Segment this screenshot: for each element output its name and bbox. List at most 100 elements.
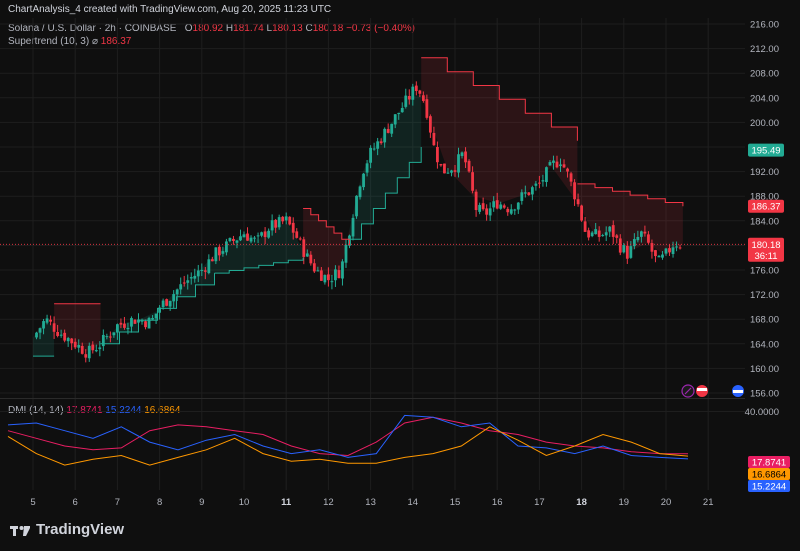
candle-body [372,148,376,150]
candle-body [56,331,60,336]
time-tick-label: 8 [157,497,162,508]
chart-caption: ChartAnalysis_4 created with TradingView… [8,4,332,15]
candle-body [165,299,169,306]
price-tick-label: 168.00 [750,315,779,326]
high-label: H [225,23,234,34]
candle-body [334,269,337,281]
supertrend-area [54,303,101,351]
supertrend-line [214,257,304,274]
candle-body [523,192,527,194]
candle-body [263,231,267,238]
candle-body [116,324,119,333]
time-tick-label: 15 [450,497,461,508]
dmi-lines [7,414,689,466]
time-tick-label: 16 [492,497,503,508]
candle-body [105,336,109,338]
candle-body [158,307,161,313]
price-tick-label: 192.00 [750,167,779,178]
price-tick-label: 188.00 [750,192,779,203]
dmi-legend[interactable]: DMI (14, 14) 17.8741 15.2244 16.6864 [8,405,180,416]
candle-body [221,251,225,254]
candle-body [253,237,256,239]
candle-body [404,95,408,107]
candle-body [98,347,102,350]
price-tick-label: 156.00 [750,389,779,400]
dmi-tag [748,456,790,468]
candle-body [123,323,126,328]
candle-body [327,274,330,281]
change-value: −0.73 (−0.40%) [346,23,415,34]
candle-body [228,238,232,242]
candle-body [161,300,165,308]
candle-body [344,244,348,263]
us-flag-stripe [697,388,707,391]
candle-body [534,183,538,186]
candle-body [647,234,650,243]
candle-body [274,219,278,228]
candle-body [604,232,608,236]
candle-body [636,236,640,241]
dmi-minus-value: 15.2244 [105,405,142,416]
candle-body [154,313,158,319]
candle-body [569,173,573,182]
candle-body [481,203,485,210]
time-axis: 5 6 7 8 9 10 11 12 13 14 15 16 17 18 19 20 21 [30,497,713,508]
symbol-name: Solana / U.S. Dollar · 2h · COINBASE [8,23,177,34]
candle-body [450,170,453,173]
supertrend-lines [33,57,684,357]
candle-body [625,245,629,259]
candle-body [618,238,622,253]
candle-body [73,341,77,348]
dmi-tick-label: 40.0000 [745,407,779,418]
price-tick-label: 172.00 [750,290,779,301]
dmi-tag [748,480,790,492]
candle-body [432,132,436,146]
candle-body [49,319,52,322]
time-tick-label: 17 [534,497,545,508]
price-tag [748,237,784,262]
supertrend-area [214,223,304,274]
candle-body [196,270,200,277]
candle-body [207,259,211,274]
countdown-label: 36:11 [754,251,777,262]
candle-body [291,222,295,233]
candle-body [460,152,464,157]
candle-body [214,247,218,262]
dmi-plus-value: 17.8741 [66,405,103,416]
candle-body [457,154,460,173]
candle-body [538,182,541,184]
candle-body [42,321,45,329]
high-value: 181.74 [233,23,264,34]
price-tick-label: 212.00 [750,44,779,55]
candle-body [225,241,228,253]
candle-body [316,270,320,272]
candle-body [66,338,70,342]
candle-body [643,231,647,234]
candle-body [126,327,130,330]
candle-body [622,245,626,253]
candle-body [632,239,636,247]
candle-body [70,338,74,344]
candle-body [594,229,598,235]
candle-body [436,146,439,163]
price-tick-label: 184.00 [750,216,779,227]
time-tick-label: 14 [408,497,419,508]
candle-body [288,216,292,225]
candle-body [527,192,531,195]
candle-body [478,204,482,212]
candle-body [555,161,559,168]
time-tick-label: 6 [73,497,78,508]
tradingview-logo[interactable]: TradingView [10,521,124,538]
candle-body [559,164,562,167]
supertrend-legend[interactable]: Supertrend (10, 3) ⌀ 186.37 [8,36,131,47]
candle-body [284,216,288,221]
dmi-label: DMI (14, 14) [8,405,64,416]
candle-body [675,246,678,248]
candle-body [545,167,548,183]
candle-body [601,235,605,237]
candle-body [337,270,341,279]
dmi-series-line [7,426,689,466]
supertrend-line [421,57,578,141]
open-value: 180.92 [192,23,224,34]
